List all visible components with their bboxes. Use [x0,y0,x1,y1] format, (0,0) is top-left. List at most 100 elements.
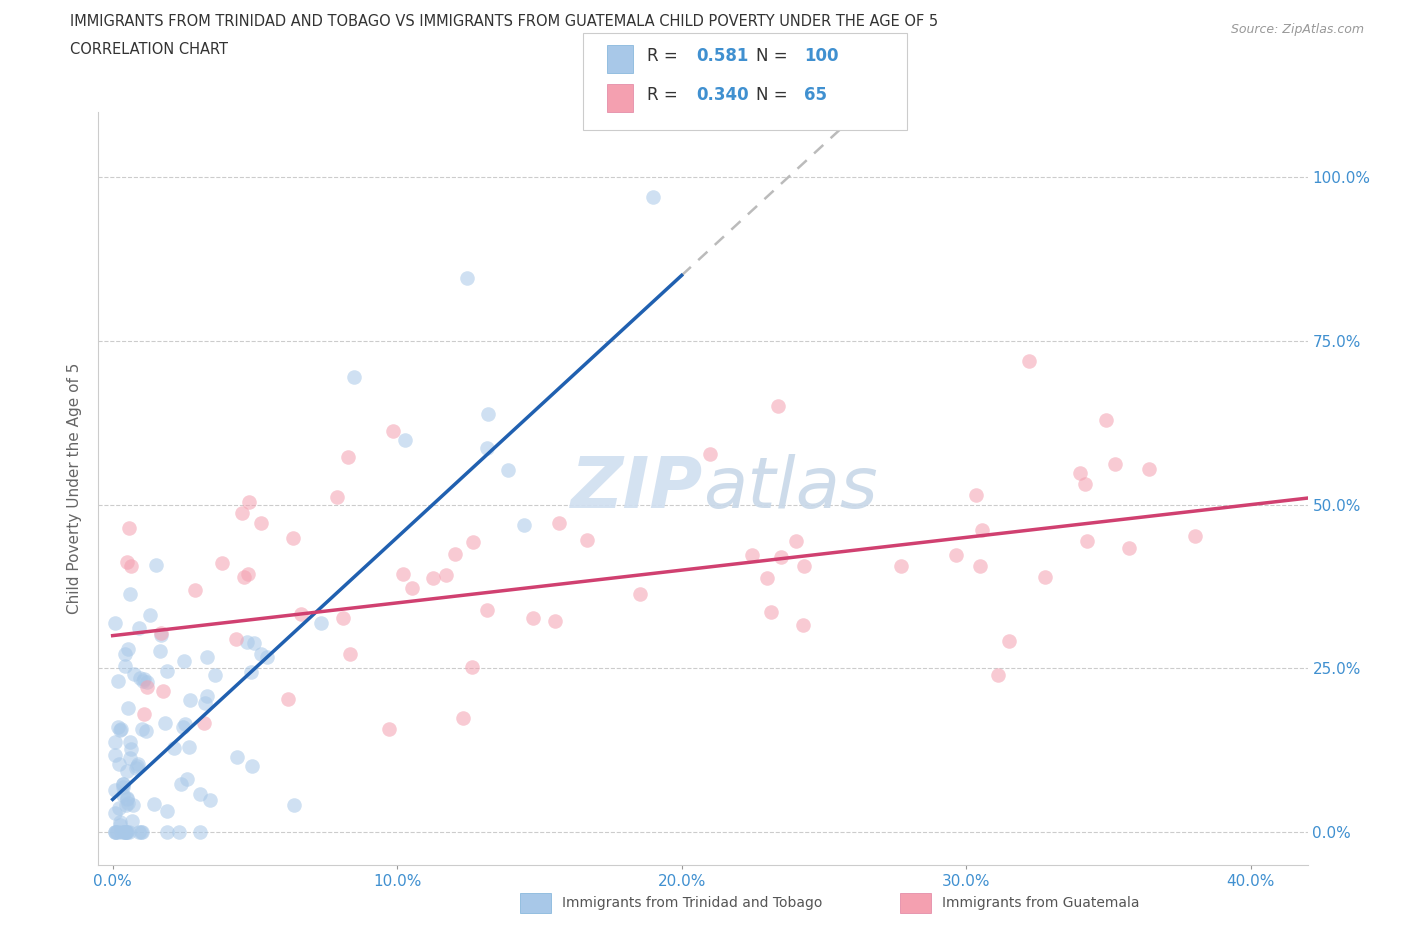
Point [630,587,652,602]
Point [104,825,127,840]
Point [114,825,136,840]
Point [104,748,127,763]
Point [111,777,134,791]
Text: 65: 65 [804,86,827,104]
Point [231,506,253,521]
Point [115,825,138,840]
Point [434,567,457,582]
Text: N =: N = [756,46,793,65]
Point [104,825,127,840]
Point [544,614,567,629]
Point [179,693,201,708]
Point [110,722,132,737]
Point [969,559,991,574]
Point [108,723,131,737]
Point [174,717,197,732]
Point [125,758,148,773]
Point [195,688,218,703]
Point [1033,570,1056,585]
Point [122,667,145,682]
Point [131,825,153,840]
Point [513,518,536,533]
Text: R =: R = [647,46,683,65]
Point [107,720,129,735]
Point [461,660,484,675]
Point [785,534,807,549]
Point [105,825,128,840]
Point [277,691,299,706]
Point [1104,457,1126,472]
Point [945,548,967,563]
Point [115,791,138,806]
Point [243,635,266,650]
Point [548,516,571,531]
Point [177,739,200,754]
Point [699,446,721,461]
Point [136,674,159,689]
Point [475,603,498,618]
Point [155,663,177,678]
Point [162,741,184,756]
Point [1094,413,1116,428]
Point [120,558,142,573]
Text: IMMIGRANTS FROM TRINIDAD AND TOBAGO VS IMMIGRANTS FROM GUATEMALA CHILD POVERTY U: IMMIGRANTS FROM TRINIDAD AND TOBAGO VS I… [70,14,938,29]
Point [156,804,179,818]
Point [115,798,138,813]
Point [204,668,226,683]
Point [194,695,217,710]
Point [240,664,263,679]
Point [135,724,157,738]
Point [195,649,218,664]
Point [128,671,150,685]
Point [226,750,249,764]
Point [188,825,211,840]
Point [176,771,198,786]
Point [118,825,141,840]
Point [117,764,139,779]
Point [114,647,136,662]
Point [240,758,263,773]
Point [987,667,1010,682]
Point [332,610,354,625]
Point [115,554,138,569]
Point [236,567,259,582]
Point [173,653,195,668]
Point [741,548,763,563]
Point [283,797,305,812]
Point [249,646,271,661]
Point [1073,477,1095,492]
Point [477,440,499,455]
Text: N =: N = [756,86,793,104]
Text: Source: ZipAtlas.com: Source: ZipAtlas.com [1230,23,1364,36]
Point [143,796,166,811]
Point [120,586,142,601]
Point [188,786,211,801]
Point [131,722,153,737]
Point [309,616,332,631]
Point [153,716,176,731]
Point [104,825,127,840]
Point [970,523,993,538]
Point [477,407,499,422]
Point [134,707,156,722]
Point [392,566,415,581]
Text: 100: 100 [804,46,839,65]
Text: 0.581: 0.581 [696,46,748,65]
Point [167,825,190,840]
Point [756,570,779,585]
Point [132,674,155,689]
Point [463,535,485,550]
Point [135,680,157,695]
Point [456,271,478,286]
Point [145,558,167,573]
Point [114,658,136,673]
Point [233,570,256,585]
Point [172,719,194,734]
Point [112,779,135,794]
Text: R =: R = [647,86,683,104]
Point [890,559,912,574]
Point [104,735,127,750]
Point [998,633,1021,648]
Point [104,782,127,797]
Point [117,642,139,657]
